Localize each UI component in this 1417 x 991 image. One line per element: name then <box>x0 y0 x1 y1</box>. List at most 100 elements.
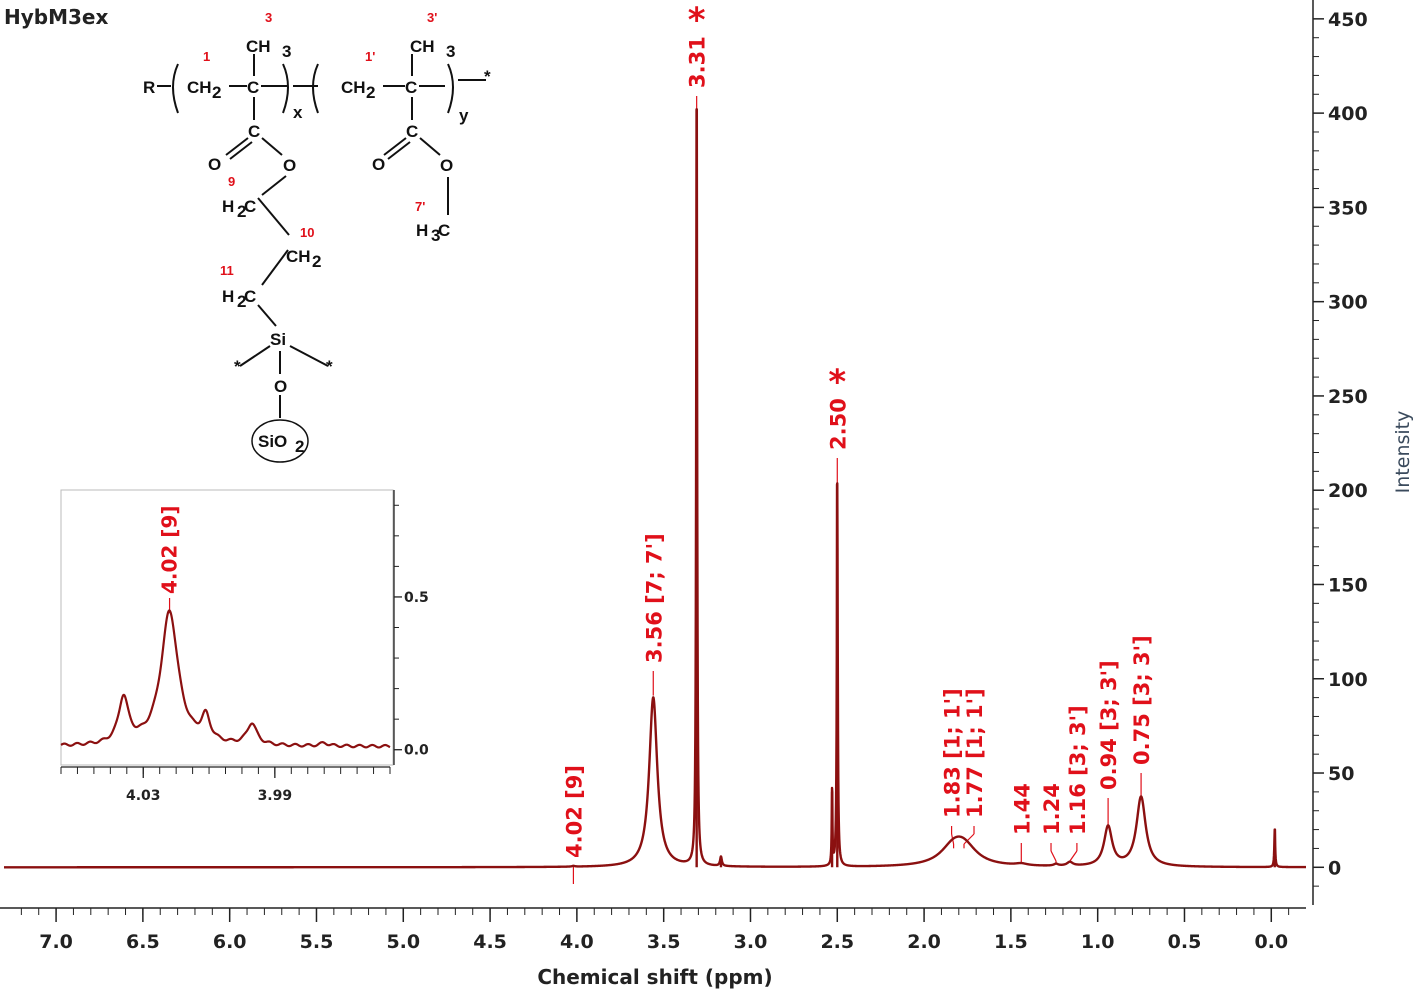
structure-star: * <box>234 357 241 376</box>
inset-x-tick-label: 4.03 <box>126 788 161 804</box>
structure-sub: 3 <box>282 42 291 61</box>
structure-ch3-b: CH <box>410 37 435 56</box>
x-tick-label: 2.0 <box>907 931 941 953</box>
inset-y-tick-label: 0.5 <box>404 590 429 606</box>
structure-o-a1: O <box>208 155 221 174</box>
x-tick-label: 0.0 <box>1254 931 1288 953</box>
x-tick-label: 6.5 <box>126 931 160 953</box>
structure-y: y <box>459 106 469 125</box>
y-tick-label: 250 <box>1328 386 1368 408</box>
bond <box>239 345 271 367</box>
x-axis-label: Chemical shift (ppm) <box>537 965 772 989</box>
structure-label-1p: 1' <box>365 49 375 64</box>
structure-x: x <box>293 103 303 122</box>
y-tick-label: 100 <box>1328 669 1368 691</box>
structure-r: R <box>143 78 155 97</box>
x-tick-label: 5.0 <box>386 931 420 953</box>
annotation-label: 1.16 [3; 3'] <box>1066 705 1090 835</box>
structure-sub: 2 <box>237 202 246 221</box>
annotation-label: 1.24 <box>1040 783 1064 835</box>
structure-sub: 2 <box>237 292 246 311</box>
bond <box>257 304 277 327</box>
bracket <box>282 63 289 114</box>
structure-label-7p: 7' <box>415 199 425 214</box>
annotation-label: 1.83 [1; 1'] <box>941 688 965 818</box>
structure-ch3-a: CH <box>246 37 271 56</box>
structure-c-ester-a: C <box>248 122 260 141</box>
bond <box>289 345 329 367</box>
inset-spectrum-line <box>60 609 391 749</box>
inset-y-tick-label: 0.0 <box>404 743 429 759</box>
y-axis-label: Intensity <box>1392 411 1414 494</box>
x-tick-label: 7.0 <box>39 931 73 953</box>
structure-sub: 2 <box>295 437 304 456</box>
structure-c-7p: C <box>438 221 450 240</box>
annotation-label: 0.94 [3; 3'] <box>1097 660 1121 790</box>
y-tick-label: 150 <box>1328 574 1368 596</box>
y-tick-label: 400 <box>1328 103 1368 125</box>
structure-sub: 3 <box>446 42 455 61</box>
structure-star: * <box>326 357 333 376</box>
structure-sub: 2 <box>212 83 221 102</box>
structure-o-a2: O <box>283 156 296 175</box>
bond <box>419 137 441 156</box>
bracket <box>447 63 454 114</box>
bond <box>383 137 407 156</box>
annotation-star: * <box>828 363 846 403</box>
y-ticks: 0 50 100 150 200 250 300 350 400 450 <box>1313 9 1368 887</box>
x-tick-label: 1.0 <box>1081 931 1115 953</box>
structure-label-1: 1 <box>203 49 210 64</box>
annotation-leader <box>1069 850 1078 862</box>
y-tick-label: 50 <box>1328 763 1354 785</box>
annotation-label: 0.75 [3; 3'] <box>1130 635 1154 765</box>
bond <box>225 137 249 156</box>
y-tick-label: 200 <box>1328 480 1368 502</box>
structure-si: Si <box>270 330 286 349</box>
inset-x-tick-label: 3.99 <box>258 788 293 804</box>
annotation-label: 1.77 [1; 1'] <box>963 688 987 818</box>
structure-label-11: 11 <box>220 263 234 278</box>
bond <box>261 249 289 286</box>
structure-c-b: C <box>405 78 417 97</box>
structure-c-11: C <box>244 287 256 306</box>
bond <box>387 141 411 160</box>
x-tick-label: 0.5 <box>1168 931 1202 953</box>
structure-sub: 2 <box>312 252 321 271</box>
annotation-label: 2.50 <box>826 398 850 450</box>
chart-title: HybM3ex <box>4 5 108 29</box>
annotation-leader <box>1050 850 1057 862</box>
x-tick-label: 3.5 <box>647 931 681 953</box>
x-tick-label: 5.5 <box>300 931 334 953</box>
structure-star: * <box>484 67 491 86</box>
structure-o-b2: O <box>440 156 453 175</box>
structure-ch2-a: CH <box>187 78 212 97</box>
structure-sub: 3 <box>431 226 440 245</box>
structure-ch2-10: CH <box>286 247 311 266</box>
x-tick-label: 4.5 <box>473 931 507 953</box>
structure-c-ester-b: C <box>406 122 418 141</box>
structure-o-b1: O <box>372 155 385 174</box>
y-tick-label: 450 <box>1328 9 1368 31</box>
inset-ticks: 4.03 3.99 0.0 0.5 <box>60 490 429 804</box>
structure-h3c: H <box>416 221 428 240</box>
structure-label-10: 10 <box>300 225 314 240</box>
structure-label-9: 9 <box>228 174 235 189</box>
sio2-circle <box>251 419 309 463</box>
y-tick-label: 0 <box>1328 857 1341 879</box>
structure-h2c-9: H <box>222 197 234 216</box>
structure-c-9: C <box>244 197 256 216</box>
x-ticks: 7.0 6.5 6.0 5.5 5.0 4.5 4.0 3.5 3.0 2.5 2.0 1.5 1.0 0… <box>20 908 1290 953</box>
x-tick-label: 3.0 <box>734 931 768 953</box>
bond <box>261 175 287 196</box>
structure-sub: 2 <box>366 83 375 102</box>
inset-annotation: 4.02 [9] <box>158 505 182 614</box>
inset-zoom: 4.03 3.99 0.0 0.5 4.02 [9] <box>60 489 429 804</box>
structure-ch2-b: CH <box>341 78 366 97</box>
inset-annotation-label: 4.02 [9] <box>158 505 182 594</box>
peak-annotations: 4.02 [9]3.56 [7; 7']3.31*2.50*1.83 [1; 1… <box>562 1 1154 884</box>
inset-frame <box>60 489 394 766</box>
x-tick-label: 4.0 <box>560 931 594 953</box>
